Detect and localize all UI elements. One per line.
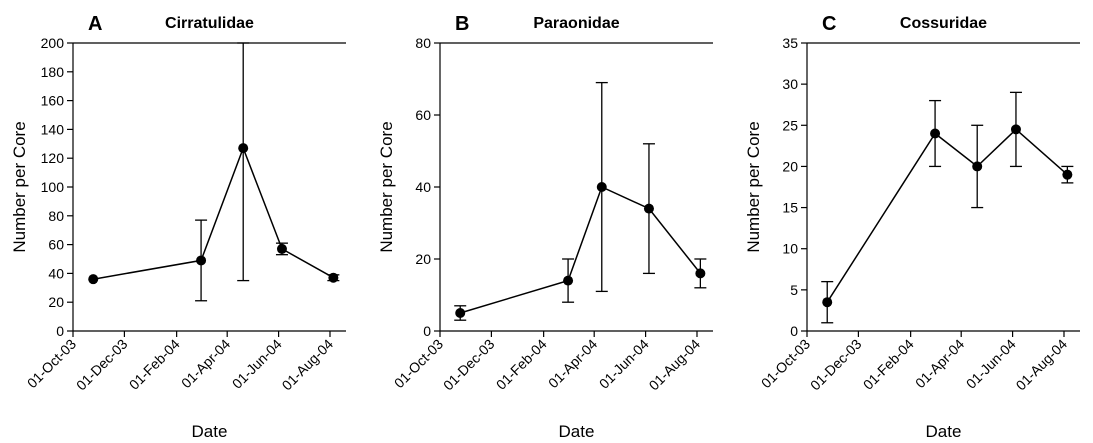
y-tick-label: 60: [415, 107, 431, 123]
y-tick-label: 80: [48, 208, 64, 224]
y-tick-label: 25: [782, 117, 798, 133]
chart-title: Cossuridae: [900, 15, 987, 32]
y-tick-label: 0: [790, 323, 798, 339]
y-tick-label: 30: [782, 76, 798, 92]
data-point: [238, 143, 249, 154]
x-tick-label: 01-Oct-03: [758, 336, 813, 391]
panel-letter: C: [822, 13, 836, 35]
x-tick-label: 01-Aug-04: [279, 336, 337, 394]
y-tick-label: 20: [782, 158, 798, 174]
y-tick-label: 5: [790, 282, 798, 298]
x-tick-label: 01-Dec-03: [440, 336, 498, 394]
x-axis-label: Date: [192, 422, 228, 441]
y-tick-label: 120: [41, 150, 65, 166]
data-point: [455, 308, 466, 318]
y-tick-label: 20: [48, 294, 64, 310]
y-tick-label: 40: [415, 179, 431, 195]
x-axis-label: Date: [926, 422, 962, 441]
panel-letter: B: [455, 13, 469, 35]
series-line: [826, 128, 1068, 303]
x-tick-label: 01-Aug-04: [646, 336, 704, 394]
data-point: [1062, 169, 1073, 180]
chart-title: Cirratulidae: [165, 15, 254, 32]
data-point: [822, 297, 833, 308]
series-line: [459, 185, 701, 314]
y-tick-label: 15: [782, 200, 798, 216]
y-tick-label: 100: [41, 179, 65, 195]
data-point: [88, 274, 99, 285]
data-point: [328, 272, 339, 283]
data-point: [276, 243, 287, 254]
data-point: [643, 203, 654, 214]
y-axis-label: Number per Core: [377, 121, 396, 252]
y-tick-label: 20: [415, 251, 431, 267]
panel-letter: A: [88, 13, 102, 35]
data-point: [196, 255, 207, 266]
x-tick-label: 01-Apr-04: [178, 336, 233, 391]
y-tick-label: 10: [782, 241, 798, 257]
y-tick-label: 60: [48, 237, 64, 253]
data-point: [930, 128, 941, 139]
x-tick-label: 01-Oct-03: [24, 336, 79, 391]
data-point: [972, 161, 983, 172]
x-tick-label: 01-Jun-04: [596, 336, 652, 392]
x-tick-label: 01-Jun-04: [229, 336, 285, 392]
x-tick-label: 01-Jun-04: [963, 336, 1019, 392]
y-axis-label: Number per Core: [10, 121, 29, 252]
y-tick-label: 35: [782, 35, 798, 51]
y-tick-label: 40: [48, 265, 64, 281]
x-tick-label: 01-Apr-04: [912, 336, 967, 391]
chart-panel-c: C Cossuridae 0 5 10 15 20 25 30 35 01-Oct-0301-Dec…: [744, 13, 1080, 441]
x-tick-label: 01-Apr-04: [545, 336, 600, 391]
y-tick-label: 160: [41, 93, 65, 109]
series-line: [93, 145, 334, 280]
data-point: [563, 275, 574, 286]
chart-panel-a: A Cirratulidae 0 20 40 60 80 100 120 140 160 180 200…: [10, 13, 346, 441]
x-tick-label: 01-Feb-04: [860, 336, 917, 393]
x-tick-label: 01-Dec-03: [73, 336, 131, 394]
x-tick-label: 01-Feb-04: [126, 336, 183, 393]
y-tick-label: 140: [41, 121, 65, 137]
y-tick-label: 80: [415, 35, 431, 51]
y-axis-label: Number per Core: [744, 121, 763, 252]
y-tick-label: 200: [41, 35, 65, 51]
chart-title: Paraonidae: [533, 15, 619, 32]
x-tick-label: 01-Oct-03: [391, 336, 446, 391]
data-point: [596, 182, 607, 192]
y-tick-label: 180: [41, 64, 65, 80]
y-tick-label: 0: [56, 323, 64, 339]
data-point: [1010, 124, 1021, 135]
data-point: [695, 268, 706, 279]
y-tick-label: 0: [423, 323, 431, 339]
x-tick-label: 01-Feb-04: [493, 336, 550, 393]
x-axis-label: Date: [559, 422, 595, 441]
chart-panel-b: B Paraonidae02040608001-Oct-0301-Dec-0301…: [377, 13, 713, 441]
x-tick-label: 01-Dec-03: [807, 336, 865, 394]
x-tick-label: 01-Aug-04: [1013, 336, 1071, 394]
